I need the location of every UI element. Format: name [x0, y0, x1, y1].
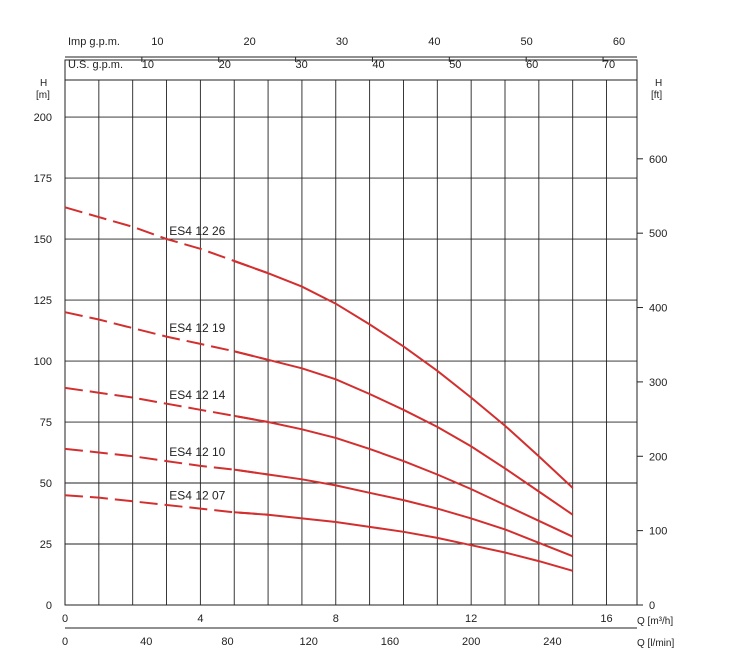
y-right-tick-label: 300 [649, 377, 667, 389]
curve-solid-segment [233, 260, 574, 489]
x-top-imp-tick-label: 30 [336, 36, 348, 48]
y-right-label: H [655, 78, 662, 89]
x-primary-tick-label: 0 [62, 613, 68, 625]
x-secondary-tick-label: 200 [462, 636, 480, 648]
y-right-unit: [ft] [651, 90, 662, 101]
y-left-tick-label: 100 [34, 356, 52, 368]
curve-label: ES4 12 14 [169, 388, 225, 402]
y-left-tick-label: 125 [34, 295, 52, 307]
x-secondary-tick-label: 0 [62, 636, 68, 648]
curve-solid-segment [234, 414, 574, 538]
curve-label: ES4 12 19 [169, 321, 225, 335]
x-top-imp-tick-label: 20 [244, 36, 256, 48]
x-primary-tick-label: 4 [197, 613, 203, 625]
x-secondary-tick-label: 120 [300, 636, 318, 648]
y-left-tick-label: 175 [34, 173, 52, 185]
y-right-tick-label: 200 [649, 451, 667, 463]
x-top-imp-tick-label: 60 [613, 36, 625, 48]
y-right-tick-label: 600 [649, 154, 667, 166]
x-top-us-tick-label: 50 [449, 59, 461, 71]
plot-frame [64, 59, 638, 606]
curve-label: ES4 12 26 [169, 224, 225, 238]
x-top-us-tick-label: 10 [142, 59, 154, 71]
x-top-us-tick-label: 30 [295, 59, 307, 71]
curve-dashed-segment [64, 494, 269, 516]
x-top-us-tick-label: 40 [372, 59, 384, 71]
x-secondary-tick-label: 40 [140, 636, 152, 648]
y-right-tick-label: 0 [649, 600, 655, 612]
x-secondary-tick-label: 240 [543, 636, 561, 648]
curve-dashed-segment [64, 386, 269, 423]
grid-lines [64, 56, 638, 606]
x-top-imp-tick-label: 50 [521, 36, 533, 48]
curve-labels: ES4 12 26 ES4 12 19 ES4 12 14 ES4 12 10 ES4 … [169, 224, 225, 503]
x-top-imp-tick-label: 10 [151, 36, 163, 48]
y-left-label: H [40, 78, 47, 89]
curve-label: ES4 12 10 [169, 445, 225, 459]
x-top-imp-label: Imp g.p.m. [68, 36, 120, 48]
x-secondary-label: Q [l/min] [637, 638, 674, 649]
y-left-unit: [m] [36, 90, 50, 101]
y-left-tick-label: 150 [34, 234, 52, 246]
performance-curves [64, 206, 574, 572]
x-secondary-tick-label: 80 [221, 636, 233, 648]
x-primary-tick-label: 12 [465, 613, 477, 625]
y-left-tick-label: 0 [46, 600, 52, 612]
x-top-imp-tick-label: 40 [428, 36, 440, 48]
x-primary-label: Q [m³/h] [637, 616, 673, 627]
x-primary-tick-label: 16 [600, 613, 612, 625]
y-left-tick-label: 200 [34, 112, 52, 124]
x-top-us-tick-label: 60 [526, 59, 538, 71]
x-primary-tick-label: 8 [333, 613, 339, 625]
x-secondary-tick-label: 160 [381, 636, 399, 648]
y-right-tick-label: 500 [649, 228, 667, 240]
axis-ticks: 0255075100125150175200010020030040050060… [34, 36, 668, 648]
x-top-us-label: U.S. g.p.m. [68, 59, 123, 71]
curve-dashed-segment [64, 311, 269, 361]
y-left-tick-label: 75 [40, 417, 52, 429]
curve-label: ES4 12 07 [169, 489, 225, 503]
y-right-tick-label: 100 [649, 526, 667, 538]
x-top-us-tick-label: 20 [219, 59, 231, 71]
y-left-tick-label: 25 [40, 539, 52, 551]
curve-solid-segment [234, 511, 573, 572]
x-top-us-tick-label: 70 [603, 59, 615, 71]
curve-solid-segment [233, 350, 574, 516]
curve-dashed-segment [64, 447, 269, 476]
y-left-tick-label: 50 [40, 478, 52, 490]
curve-solid-segment [234, 468, 574, 558]
y-right-tick-label: 400 [649, 303, 667, 315]
